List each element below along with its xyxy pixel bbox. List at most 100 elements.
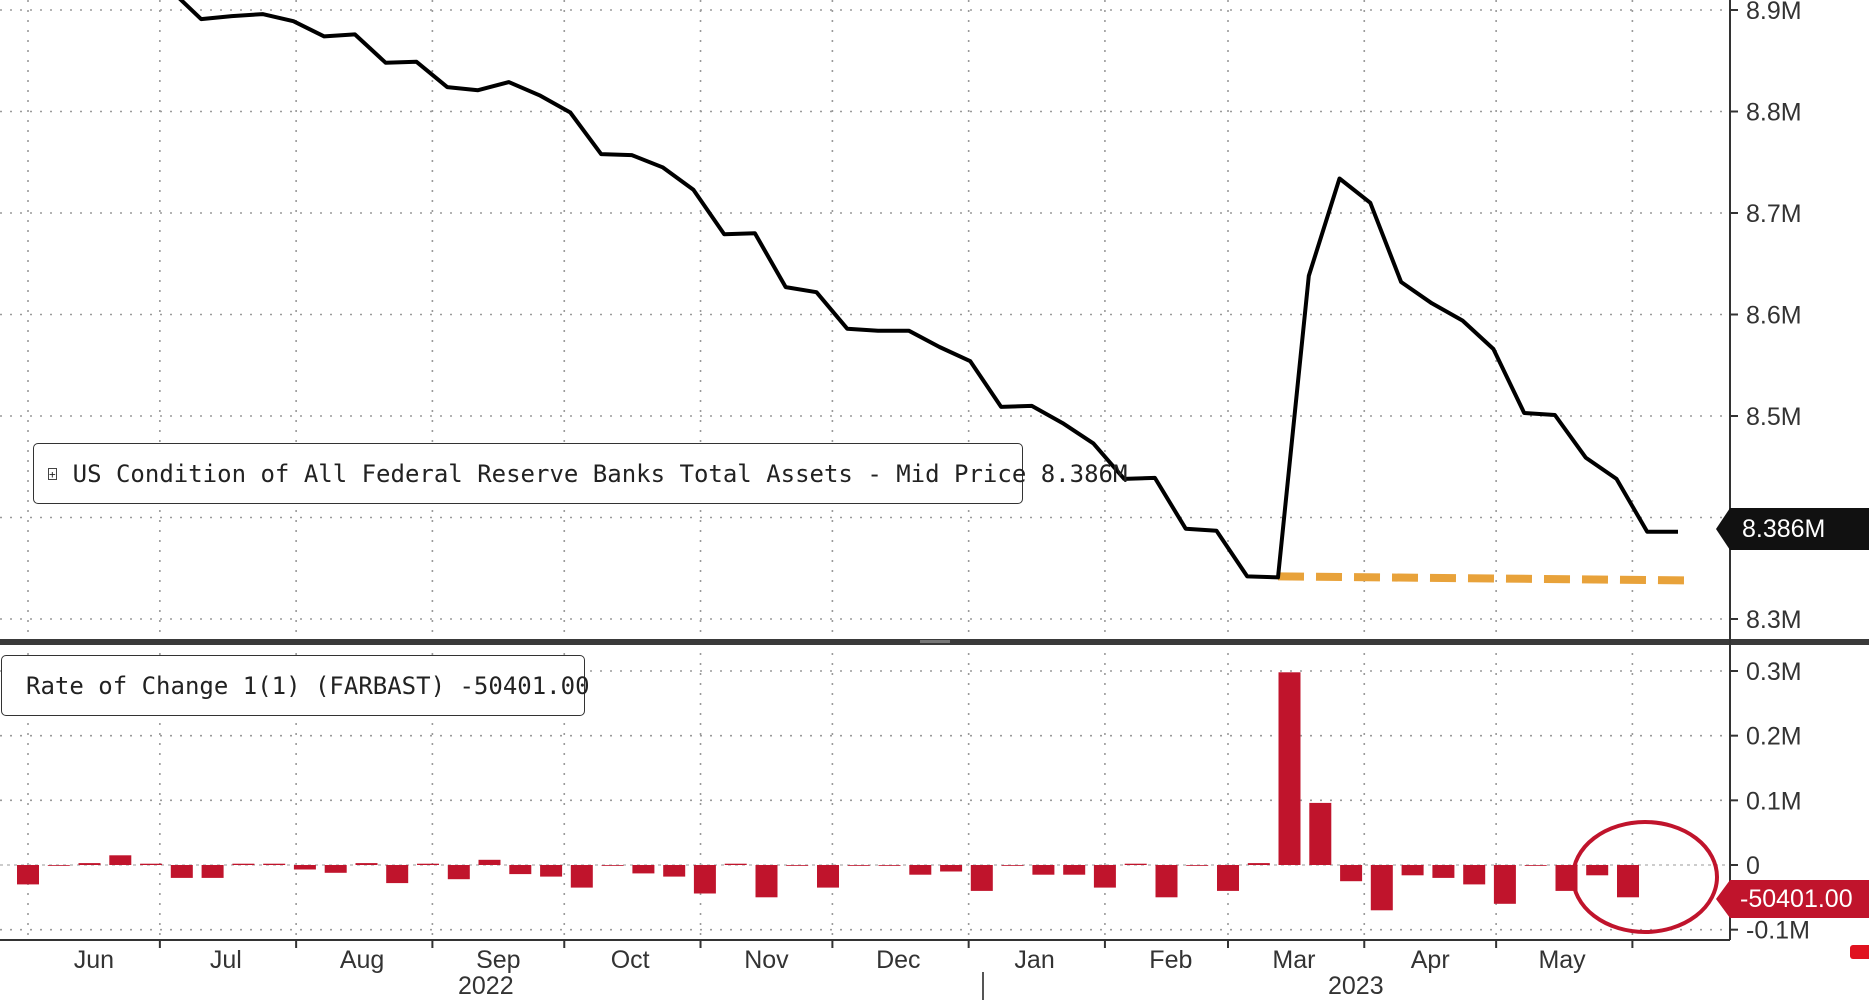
highlight-circle [1571,820,1719,934]
year-divider [982,972,984,1000]
roc-bar [1617,865,1639,898]
roc-bar [386,865,409,884]
roc-bar [447,865,470,880]
roc-bar [1155,865,1178,898]
roc-bar [17,865,39,885]
axes [0,0,1869,948]
month-label: Jun [74,946,114,974]
y-tick-label: 8.3M [1746,606,1802,634]
y-tick-label: -0.1M [1746,917,1810,945]
roc-bar [78,863,101,865]
month-label: Oct [611,946,650,974]
roc-bar [1124,863,1147,865]
roc-bar [1463,865,1486,885]
month-label: Nov [744,946,789,974]
roc-bar [509,865,532,875]
roc-bar [940,865,963,872]
month-label: Jan [1014,946,1054,974]
roc-bar [570,865,593,888]
last-price-value: 8.386M [1742,514,1826,543]
roc-bar [1432,865,1455,878]
price-line [178,0,1678,580]
expand-icon[interactable]: + [48,467,57,481]
roc-bar [1340,865,1363,882]
roc-bar [693,865,716,894]
upper-legend: + US Condition of All Federal Reserve Ba… [33,443,1127,504]
roc-bar [109,855,132,865]
roc-bar [355,863,378,865]
roc-bar [170,865,193,878]
roc-bar [663,865,686,877]
y-tick-label: 8.8M [1746,99,1802,127]
y-tick-label: 0.2M [1746,723,1802,751]
roc-bar [1032,865,1055,875]
roc-bar [1278,672,1301,865]
roc-bar [478,859,501,865]
grid [0,0,1730,940]
y-tick-label: 8.9M [1746,0,1802,25]
roc-bar [1309,802,1332,865]
roc-bar [970,865,993,891]
roc-bar [878,865,901,866]
last-price-tag: 8.386M [1716,508,1869,550]
reference-line [1277,572,1689,585]
divider-handle [920,640,950,643]
roc-bar [1001,865,1024,866]
roc-bar [1493,865,1516,904]
roc-bar [263,863,286,865]
roc-bar [724,863,747,865]
roc-bar [324,865,347,873]
roc-bar [601,865,624,866]
roc-bar [1093,865,1116,888]
roc-bars-layer [17,672,1639,911]
roc-bar [1524,865,1547,866]
tick-labels: 8.9M 8.8M 8.7M 8.6M 8.5M 8.3M 0.3M 0.2M 0.1M 0 -0.… [74,0,1810,974]
roc-bar [47,865,70,866]
roc-bar [1370,865,1393,911]
roc-bar [847,865,870,866]
lower-legend: Rate of Change 1(1) (FARBAST) -50401.00 [1,655,590,716]
month-label: May [1538,946,1586,974]
reference-line-layer [1277,572,1689,585]
roc-bar [232,863,255,865]
roc-bar [1063,865,1086,875]
month-label: Aug [340,946,384,974]
month-label: Mar [1272,946,1315,974]
roc-bar [1586,865,1609,876]
roc-bar [817,865,839,888]
y-tick-label: 0.1M [1746,787,1802,815]
price-line-layer [178,0,1678,580]
roc-bar [1401,865,1424,876]
roc-bar [140,863,163,865]
roc-bar [755,865,778,898]
y-tick-label: 8.6M [1746,302,1802,330]
upper-legend-label: US Condition of All Federal Reserve Bank… [72,459,1128,488]
month-label: Dec [876,946,920,974]
month-label: Jul [210,946,242,974]
roc-bar [1186,865,1209,866]
month-label: Sep [476,946,520,974]
roc-bar [1217,865,1239,891]
last-roc-value: -50401.00 [1740,884,1853,913]
roc-bar [540,865,563,877]
roc-bar [786,865,809,866]
roc-bar [293,865,316,870]
year-label-2023: 2023 [1328,972,1384,1000]
y-tick-label: 8.7M [1746,200,1802,228]
roc-bar [909,865,932,875]
y-tick-label: 0 [1746,852,1760,880]
y-tick-label: 8.5M [1746,403,1802,431]
roc-bar [1247,863,1270,865]
month-label: Feb [1149,946,1192,974]
annotation-layer [1571,820,1719,934]
roc-bar [201,865,224,878]
last-roc-tag: -50401.00 [1716,880,1869,918]
watermark-badge [1850,945,1869,959]
year-label-2022: 2022 [458,972,514,1000]
y-tick-label: 0.3M [1746,658,1802,686]
month-label: Apr [1411,946,1450,974]
lower-legend-label: Rate of Change 1(1) (FARBAST) -50401.00 [26,671,590,700]
roc-bar [632,865,655,874]
roc-bar [417,863,439,865]
